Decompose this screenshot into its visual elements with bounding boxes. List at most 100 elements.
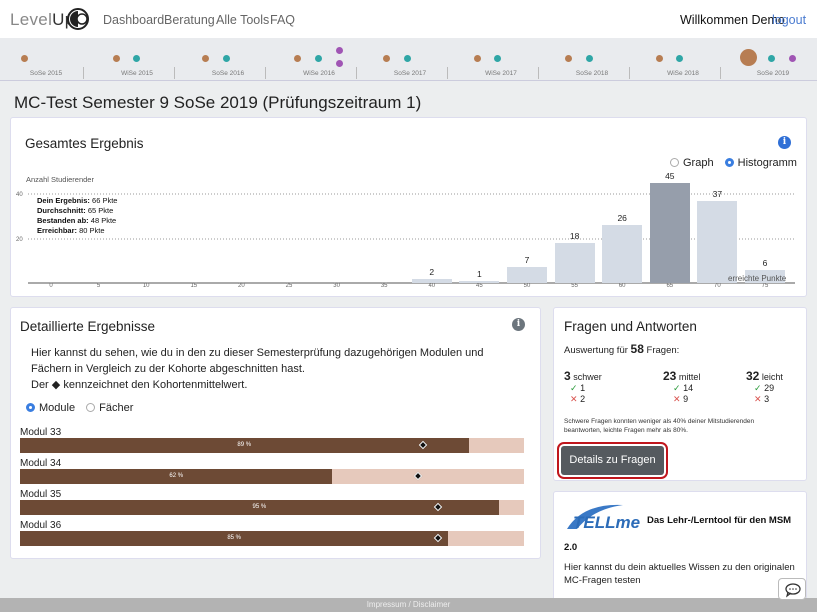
radio-graph[interactable] [670,158,679,167]
x-tick-label: 50 [523,283,531,289]
timeline-dot[interactable] [315,55,322,62]
details-card [10,307,541,559]
timeline-dot[interactable] [223,55,230,62]
radio-histogram-label: Histogramm [737,157,797,169]
module-percentage: 85 % [227,535,242,541]
stat-average: Durchschnitt: 65 Pkte [37,206,114,215]
timeline-dot[interactable] [294,55,301,62]
logout-link[interactable]: logout [772,13,807,27]
timeline-dot[interactable] [494,55,501,62]
x-tick-label: 5 [96,283,101,289]
nav-dashboard[interactable]: Dashboard [103,13,165,27]
result-stats: Dein Ergebnis: 66 Pkte Durchschnitt: 65 … [37,196,117,236]
module-percentage: 89 % [237,442,252,448]
chat-icon [785,583,801,598]
bar-value-label: 2 [429,266,435,277]
tellme-logo-icon[interactable] [563,501,643,533]
timeline-dot[interactable] [336,60,343,67]
x-tick-label: 55 [571,283,578,289]
semester-label: SoSe 2016 [211,70,245,77]
x-tick-label: 10 [142,283,150,289]
timeline-dot[interactable] [474,55,481,62]
histogram-bar [649,183,690,283]
timeline-dot-current[interactable] [740,49,757,66]
y-tick-40: 40 [16,192,23,198]
histogram-chart: 40 20 [16,192,795,284]
footer-link[interactable]: Impressum / Disclaimer [0,598,817,612]
bar-value-label: 1 [477,268,482,279]
semester-label: WiSe 2018 [667,70,699,77]
timeline-dot[interactable] [336,47,343,54]
module-label: Modul 33 [20,427,62,438]
histogram-bar [411,278,452,283]
bar-value-label: 26 [617,213,627,224]
timeline-dot[interactable] [586,55,593,62]
questions-note: Schwere Fragen konnten weniger als 40% d… [564,418,755,434]
x-tick-label: 0 [49,283,53,289]
module-bar-fill [20,438,469,453]
histogram-bar [554,243,595,283]
nav-beratung[interactable]: Beratung [164,13,215,27]
timeline-dot[interactable] [404,55,411,62]
bar-value-label: 7 [524,255,530,266]
details-view-toggle: Module Fächer [26,402,133,414]
info-icon[interactable]: i [778,136,791,149]
stat-max: Erreichbar: 80 Pkte [37,226,105,235]
page-title: MC-Test Semester 9 SoSe 2019 (Prüfungsze… [14,93,422,112]
semester-timeline: SoSe 2015 WiSe 2015 SoSe 2016 WiSe 2016 … [0,38,817,81]
welcome-text: Willkommen Demo [680,13,785,27]
x-axis-label: erreichte Punkte [728,274,787,283]
histogram-bar [745,269,785,283]
timeline-dot[interactable] [656,55,663,62]
stat-pass: Bestanden ab: 48 Pkte [37,216,117,225]
x-tick-label: 40 [428,283,436,289]
timeline-dot[interactable] [676,55,683,62]
semester-label: WiSe 2017 [485,70,517,77]
levelup-logo-icon [67,8,89,30]
radio-subjects[interactable] [86,403,96,412]
semester-label: SoSe 2015 [29,70,63,77]
histogram-bar [459,280,500,283]
questions-card-title: Fragen und Antworten [564,319,697,334]
timeline-dot[interactable] [21,55,28,62]
radio-histogram[interactable] [724,158,734,167]
timeline-dot[interactable] [202,55,209,62]
questions-subtitle: Auswertung für 58 Fragen: [564,342,680,356]
histogram-bar [507,267,547,283]
timeline-dot[interactable] [383,55,390,62]
radio-graph-label: Graph [683,157,714,169]
timeline-dot[interactable] [565,55,572,62]
y-axis-label: Anzahl Studierender [26,175,94,184]
module-bar-fill [20,500,499,515]
histogram-bar [602,225,643,283]
chat-button[interactable] [778,578,806,600]
x-tick-label: 70 [714,283,721,289]
y-tick-20: 20 [16,237,23,243]
nav-faq[interactable]: FAQ [270,13,296,27]
timeline-dot[interactable] [789,55,796,62]
tellme-card [553,491,807,601]
tellme-version: 2.0 [564,542,578,553]
timeline-dot[interactable] [768,55,775,62]
diamond-icon: ◆ [51,379,61,391]
timeline-dot[interactable] [133,55,140,62]
questions-hard: 3 schwer ✓ 1 ✕ 2 [564,369,602,404]
module-bar-fill [20,531,449,546]
details-questions-button[interactable]: Details zu Fragen [557,442,668,479]
bar-value-label: 18 [569,231,580,242]
radio-modules[interactable] [26,403,35,412]
nav-alle-tools[interactable]: Alle Tools [216,13,270,27]
tellme-logo-text: TELLme [573,513,641,532]
semester-label: SoSe 2018 [575,70,609,77]
info-icon[interactable]: i [512,318,525,331]
x-tick-label: 35 [380,283,388,289]
timeline-dot[interactable] [113,55,120,62]
result-card-title: Gesamtes Ergebnis [25,136,144,151]
bar-value-label: 45 [665,171,675,182]
semester-label: SoSe 2019 [756,70,790,77]
details-description: Hier kannst du sehen, wie du in den zu d… [31,347,484,391]
stat-own: Dein Ergebnis: 66 Pkte [37,196,118,205]
x-tick-label: 75 [761,283,769,289]
semester-label: SoSe 2017 [393,70,427,77]
bar-value-label: 6 [762,257,768,268]
